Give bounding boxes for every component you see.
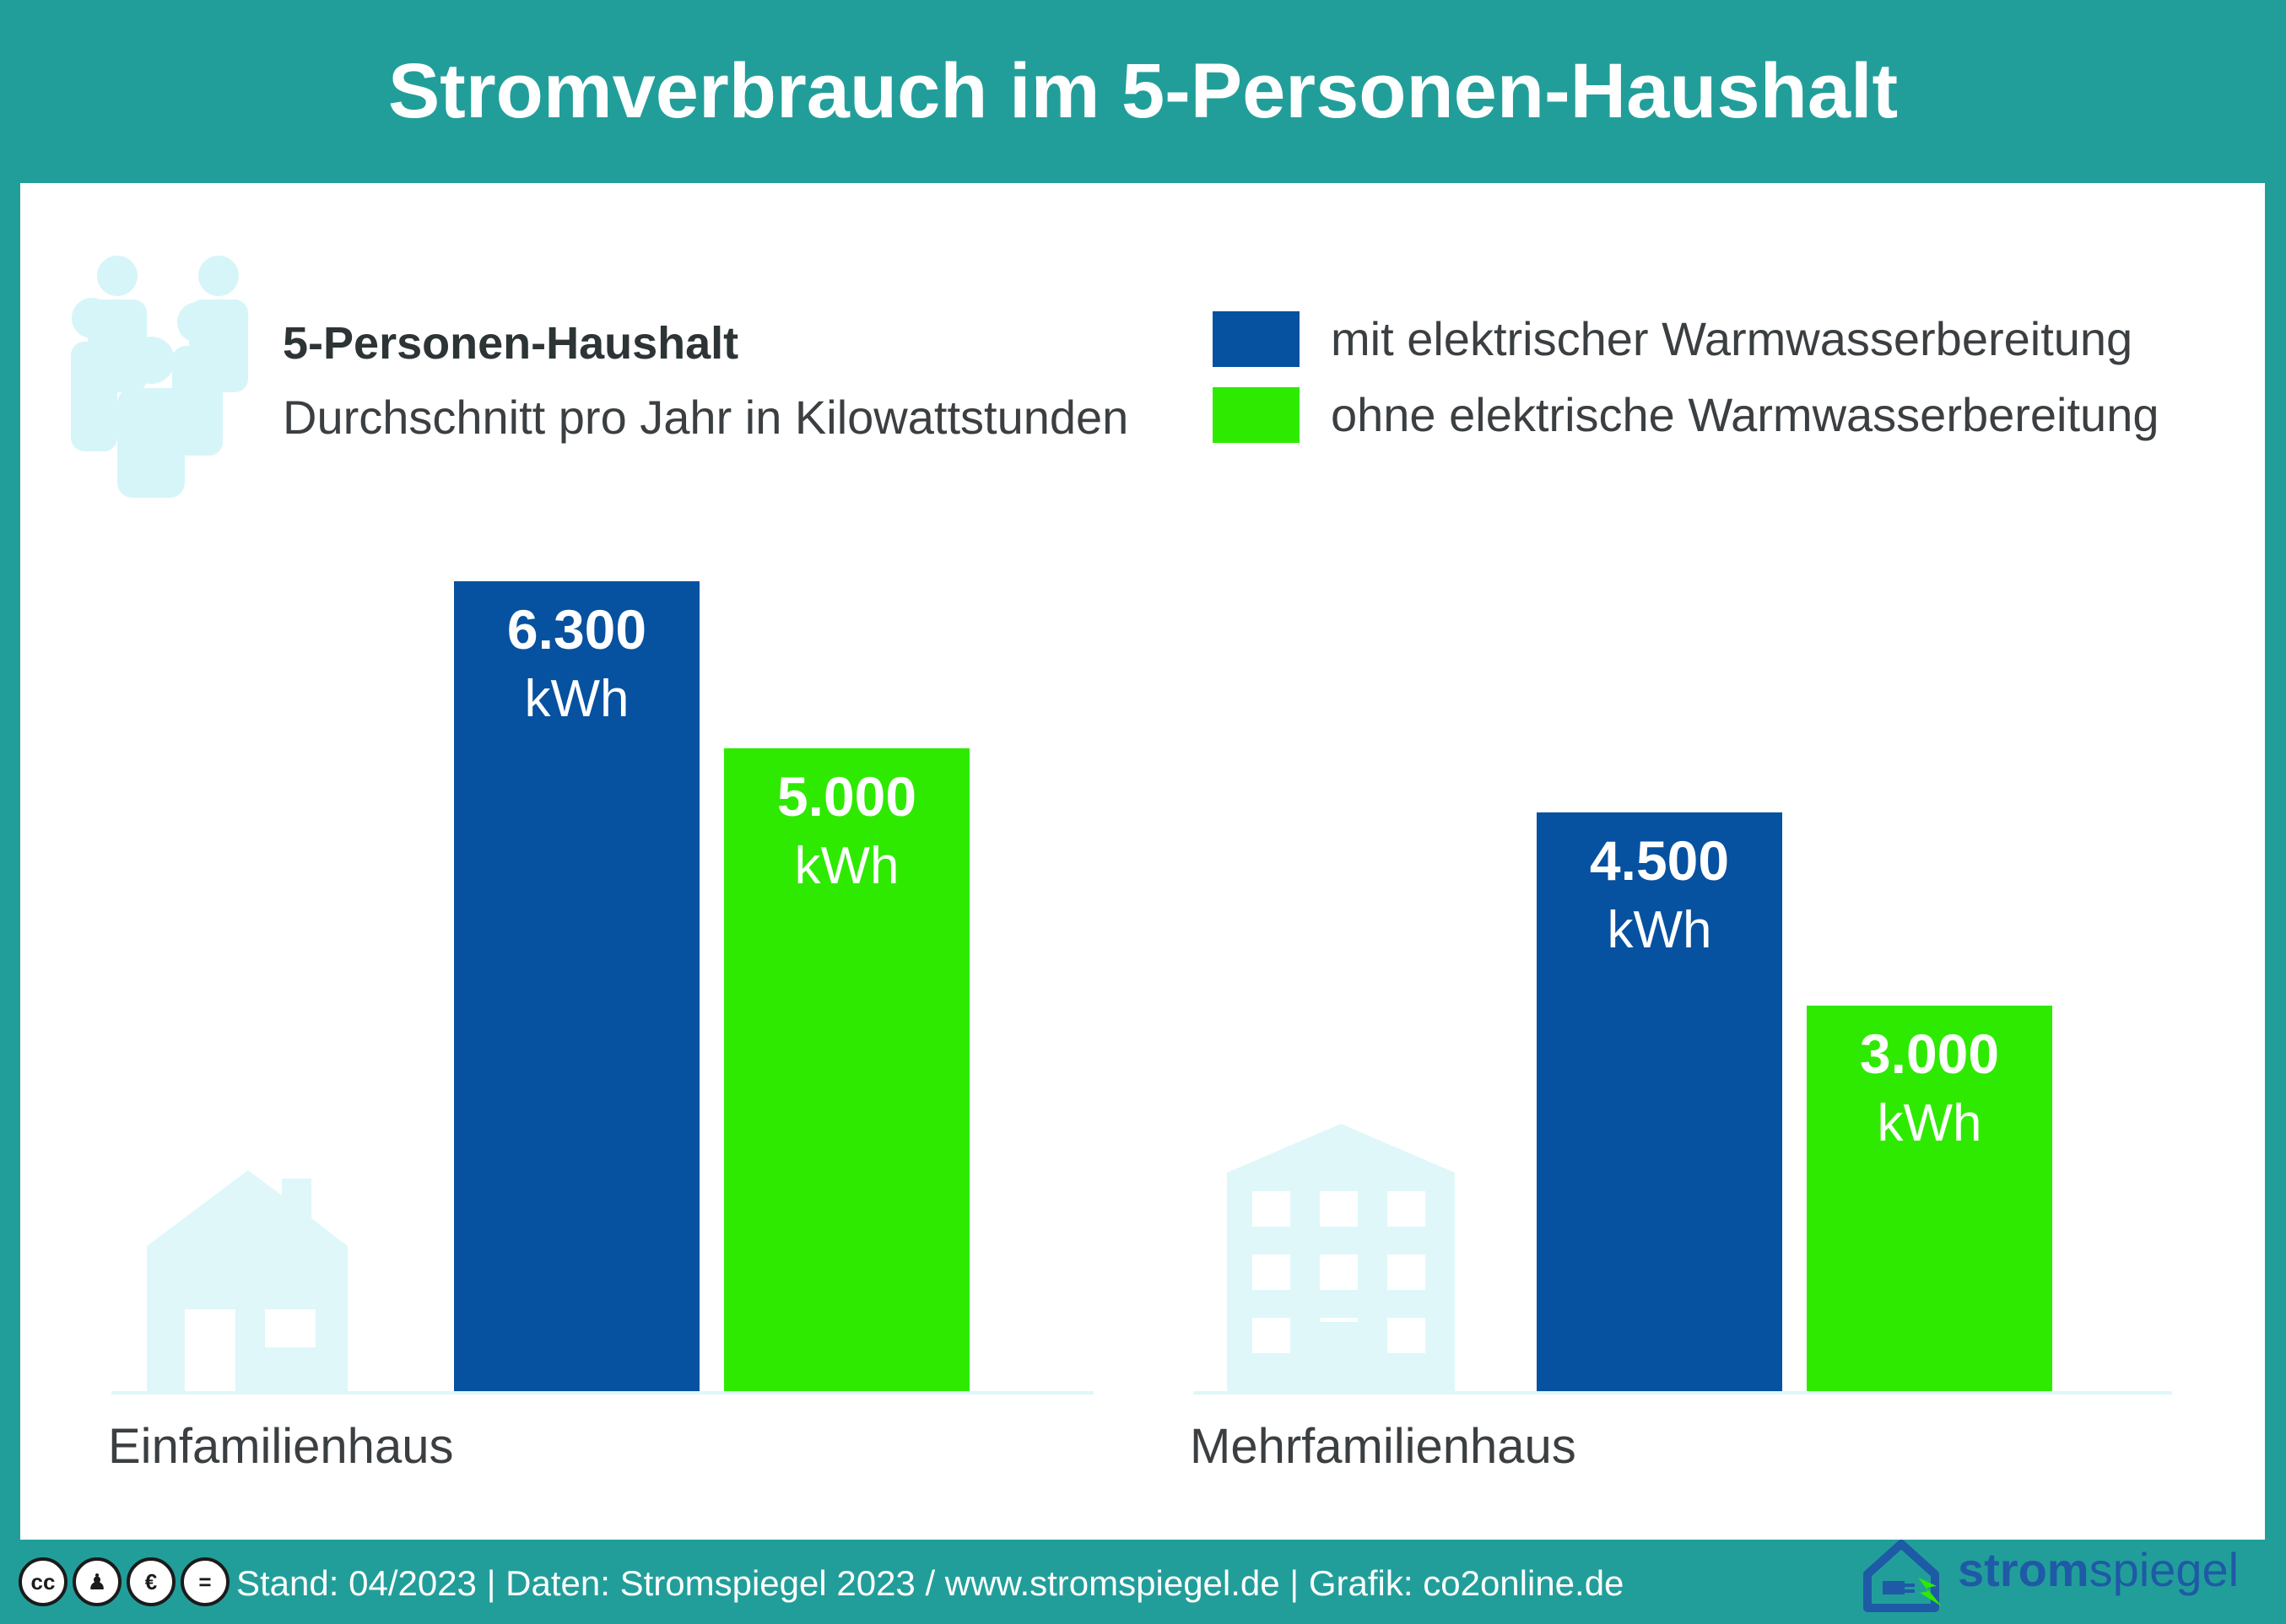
legend-swatch-blue [1213, 311, 1300, 367]
data-label-unit: kWh [1878, 1094, 1982, 1152]
house-icon [147, 1170, 348, 1391]
legend-label: mit elektrischer Warmwasserbereitung [1331, 312, 2133, 365]
legend-label: ohne elektrische Warmwasserbereitung [1331, 388, 2159, 441]
nd-icon: = [181, 1557, 230, 1606]
house-plug-logo-icon [1863, 1540, 1942, 1612]
bar [454, 581, 700, 1391]
people-group-icon [71, 256, 248, 498]
data-label-value: 3.000 [1860, 1022, 1999, 1085]
cc-icon: cc [19, 1557, 68, 1606]
footer-credits: Stand: 04/2023 | Daten: Stromspiegel 202… [236, 1563, 1624, 1603]
apartment-building-icon [1227, 1124, 1455, 1391]
data-label-unit: kWh [525, 670, 630, 728]
unit-description: Durchschnitt pro Jahr in Kilowattstunden [283, 391, 1129, 444]
data-label-unit: kWh [1608, 901, 1712, 959]
brand-logo-text: stromspiegel [1958, 1543, 2240, 1596]
bar [1807, 1006, 2052, 1391]
bar [724, 748, 970, 1391]
page-title: Stromverbrauch im 5-Personen-Haushalt [387, 48, 1899, 134]
legend-swatch-green [1213, 387, 1300, 443]
data-label-value: 5.000 [777, 765, 916, 828]
footer-curve [0, 1540, 2286, 1624]
nc-eu-icon: € [127, 1557, 176, 1606]
bar-chart: Einfamilienhaus 6.300 kWh 5.000 kWh Mehrfamil… [108, 581, 2172, 1474]
category-label: Einfamilienhaus [108, 1419, 453, 1474]
license-icons: cc ♟ € = [19, 1557, 235, 1606]
bar [1537, 812, 1782, 1391]
category-label: Mehrfamilienhaus [1190, 1419, 1576, 1474]
data-label-value: 4.500 [1590, 829, 1729, 892]
chart-panel: 5-Personen-Haushalt Durchschnitt pro Jah… [20, 183, 2265, 1540]
household-subtitle: 5-Personen-Haushalt [283, 318, 739, 369]
data-label-unit: kWh [795, 837, 900, 895]
data-label-value: 6.300 [507, 598, 646, 661]
by-icon: ♟ [73, 1557, 122, 1606]
